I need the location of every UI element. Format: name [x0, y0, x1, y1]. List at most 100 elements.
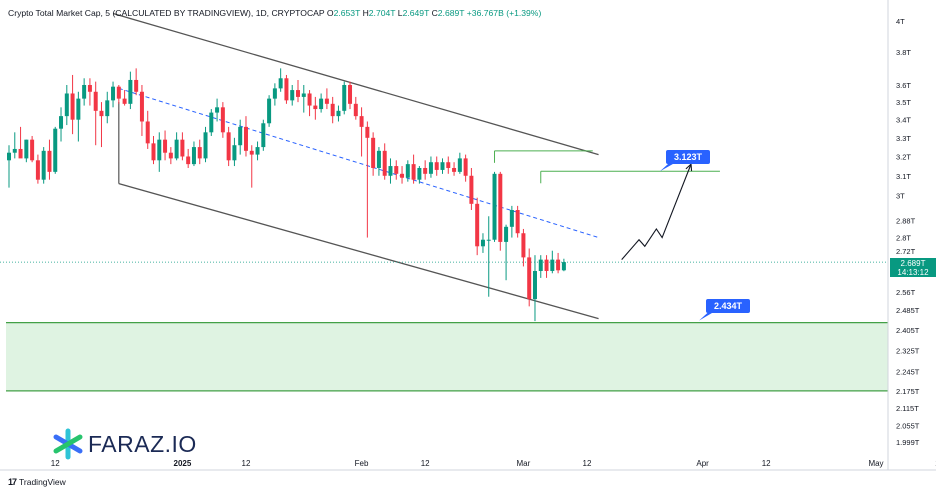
candle-body[interactable] — [492, 173, 497, 240]
candle-body[interactable] — [527, 257, 532, 300]
candle-body[interactable] — [151, 143, 156, 161]
candle-body[interactable] — [70, 93, 75, 120]
channel-lower-line[interactable] — [118, 183, 599, 320]
candle-body[interactable] — [521, 233, 526, 258]
candle-body[interactable] — [342, 84, 347, 111]
candle-body[interactable] — [122, 98, 127, 104]
candle-body[interactable] — [99, 110, 104, 117]
projection-path[interactable] — [621, 163, 692, 260]
target-price-callout[interactable]: 3.123T — [666, 150, 711, 165]
candle-body[interactable] — [452, 167, 457, 172]
candle-body[interactable] — [209, 112, 214, 133]
candle-body[interactable] — [41, 150, 46, 180]
candle-body[interactable] — [261, 123, 266, 148]
candle-body[interactable] — [238, 126, 243, 146]
candle-body[interactable] — [116, 86, 121, 99]
candle-body[interactable] — [30, 139, 35, 161]
tradingview-brand[interactable]: 17 TradingView — [8, 477, 66, 487]
candle-body[interactable] — [486, 239, 491, 241]
candle-body[interactable] — [267, 98, 272, 124]
candle-body[interactable] — [561, 262, 566, 271]
candle-body[interactable] — [423, 167, 428, 174]
candle-body[interactable] — [243, 126, 248, 151]
channel-mid-line[interactable] — [118, 87, 599, 239]
candle-body[interactable] — [550, 259, 555, 271]
candle-body[interactable] — [290, 90, 295, 101]
candle-body[interactable] — [134, 79, 139, 92]
candle-body[interactable] — [504, 226, 509, 242]
candle-body[interactable] — [440, 162, 445, 170]
candle-body[interactable] — [87, 84, 92, 92]
candle-body[interactable] — [7, 152, 11, 161]
candle-body[interactable] — [197, 147, 202, 159]
candle-body[interactable] — [405, 164, 410, 178]
candle-body[interactable] — [203, 132, 208, 159]
candle-body[interactable] — [301, 93, 306, 97]
candle-body[interactable] — [319, 98, 324, 110]
candle-body[interactable] — [388, 166, 393, 176]
candle-body[interactable] — [532, 270, 537, 300]
candle-body[interactable] — [359, 116, 364, 127]
candle-body[interactable] — [365, 126, 370, 138]
channel-upper-line[interactable] — [112, 12, 599, 156]
candle-body[interactable] — [498, 173, 503, 242]
candle-body[interactable] — [434, 162, 439, 170]
candle-body[interactable] — [296, 90, 300, 97]
candle-body[interactable] — [272, 88, 277, 99]
candle-body[interactable] — [157, 139, 162, 161]
candle-body[interactable] — [556, 259, 561, 271]
symbol-title[interactable]: Crypto Total Market Cap, 5 (CALCULATED B… — [8, 8, 325, 18]
candle-body[interactable] — [93, 91, 98, 111]
candle-body[interactable] — [394, 166, 399, 174]
candle-body[interactable] — [353, 103, 358, 117]
candle-body[interactable] — [400, 173, 405, 178]
candle-body[interactable] — [24, 139, 29, 159]
candle-body[interactable] — [174, 139, 179, 159]
candle-body[interactable] — [348, 84, 353, 104]
candle-body[interactable] — [475, 203, 480, 247]
candle-body[interactable] — [307, 93, 312, 106]
candle-body[interactable] — [139, 91, 144, 122]
candle-body[interactable] — [105, 100, 110, 117]
candle-body[interactable] — [411, 164, 416, 180]
candle-body[interactable] — [469, 175, 474, 204]
candle-body[interactable] — [64, 93, 69, 117]
candle-body[interactable] — [35, 160, 40, 180]
candle-body[interactable] — [168, 152, 173, 159]
candle-body[interactable] — [163, 139, 168, 153]
candle-body[interactable] — [480, 239, 485, 247]
candle-body[interactable] — [111, 86, 116, 101]
candle-body[interactable] — [446, 162, 451, 168]
candle-body[interactable] — [509, 210, 514, 227]
candle-body[interactable] — [457, 158, 462, 172]
candle-body[interactable] — [186, 156, 191, 165]
demand-zone-box[interactable] — [6, 322, 888, 391]
candle-body[interactable] — [232, 145, 237, 161]
candle-body[interactable] — [336, 110, 341, 117]
candle-body[interactable] — [76, 98, 81, 120]
candle-body[interactable] — [220, 107, 225, 133]
candle-body[interactable] — [249, 150, 254, 155]
candle-body[interactable] — [191, 147, 196, 165]
candle-body[interactable] — [428, 162, 433, 174]
candle-body[interactable] — [538, 259, 543, 271]
support-price-callout[interactable]: 2.434T — [706, 298, 751, 313]
candle-body[interactable] — [330, 103, 335, 117]
candle-body[interactable] — [417, 167, 422, 180]
candle-body[interactable] — [82, 84, 87, 99]
candle-body[interactable] — [47, 150, 52, 172]
candle-body[interactable] — [515, 210, 520, 234]
candle-body[interactable] — [12, 148, 17, 153]
candle-body[interactable] — [18, 148, 23, 159]
candle-body[interactable] — [371, 137, 376, 168]
candle-body[interactable] — [226, 132, 231, 161]
candle-body[interactable] — [376, 150, 381, 168]
candle-body[interactable] — [180, 139, 185, 157]
candle-body[interactable] — [463, 158, 468, 176]
candle-body[interactable] — [284, 78, 289, 101]
candle-body[interactable] — [255, 147, 260, 155]
candle-body[interactable] — [59, 116, 64, 129]
candle-body[interactable] — [278, 78, 283, 89]
candle-body[interactable] — [382, 150, 387, 176]
